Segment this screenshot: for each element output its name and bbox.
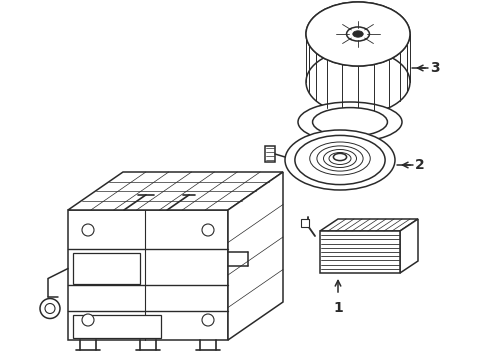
- Ellipse shape: [310, 142, 370, 175]
- Ellipse shape: [353, 31, 363, 37]
- Ellipse shape: [40, 298, 60, 319]
- Text: 1: 1: [333, 301, 343, 315]
- Polygon shape: [265, 146, 275, 162]
- Polygon shape: [301, 219, 309, 227]
- Text: 2: 2: [415, 158, 425, 172]
- Ellipse shape: [82, 224, 94, 236]
- Ellipse shape: [82, 314, 94, 326]
- Ellipse shape: [306, 2, 410, 66]
- Ellipse shape: [317, 146, 363, 171]
- Ellipse shape: [306, 2, 410, 66]
- Ellipse shape: [306, 50, 410, 114]
- Ellipse shape: [202, 314, 214, 326]
- Polygon shape: [73, 315, 161, 338]
- Ellipse shape: [295, 135, 385, 185]
- Ellipse shape: [45, 303, 55, 314]
- Polygon shape: [320, 231, 400, 273]
- Ellipse shape: [333, 153, 346, 161]
- Ellipse shape: [202, 224, 214, 236]
- Polygon shape: [320, 219, 418, 231]
- Polygon shape: [228, 172, 283, 340]
- Polygon shape: [73, 253, 140, 284]
- Ellipse shape: [323, 149, 357, 167]
- Polygon shape: [68, 172, 283, 210]
- Polygon shape: [400, 219, 418, 273]
- Ellipse shape: [298, 102, 402, 142]
- Polygon shape: [68, 210, 228, 340]
- Text: 3: 3: [430, 61, 440, 75]
- Ellipse shape: [346, 27, 369, 41]
- Ellipse shape: [313, 108, 388, 136]
- Ellipse shape: [329, 153, 351, 165]
- Ellipse shape: [285, 130, 395, 190]
